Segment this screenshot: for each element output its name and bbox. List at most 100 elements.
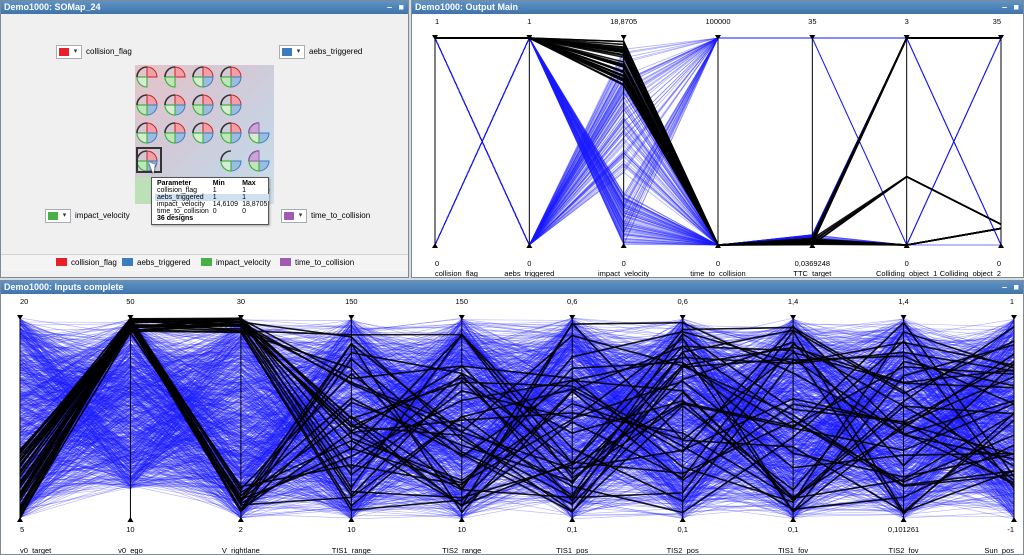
design-line bbox=[19, 334, 1015, 501]
axis-bottom-handle-icon[interactable] bbox=[679, 517, 686, 522]
design-line bbox=[19, 355, 1015, 481]
axis-top-handle-icon[interactable] bbox=[679, 315, 686, 320]
som-cell-icon[interactable] bbox=[247, 121, 271, 145]
design-line bbox=[19, 318, 1015, 497]
axis-max-label: 1,4 bbox=[787, 297, 799, 306]
axis-top-handle-icon[interactable] bbox=[715, 35, 721, 40]
axis-top-handle-icon[interactable] bbox=[1011, 315, 1017, 320]
design-line bbox=[19, 336, 1015, 478]
axis-top-handle-icon[interactable] bbox=[127, 315, 134, 320]
selector-top-left-label: collision_flag bbox=[86, 47, 132, 56]
inputs-titlebar[interactable]: Demo1000: Inputs complete – ■ bbox=[1, 281, 1023, 294]
inputs-window-controls[interactable]: – ■ bbox=[1002, 282, 1021, 292]
axis-top-handle-icon[interactable] bbox=[903, 35, 910, 40]
design-line bbox=[19, 332, 1015, 519]
axis-top-handle-icon[interactable] bbox=[790, 315, 797, 320]
axis-top-handle-icon[interactable] bbox=[432, 35, 438, 40]
axis-max-label: 150 bbox=[455, 297, 469, 306]
som-cell-icon[interactable] bbox=[163, 93, 187, 117]
som-cell-icon[interactable] bbox=[191, 121, 215, 145]
design-line bbox=[19, 321, 1015, 508]
som-cell-icon[interactable] bbox=[219, 149, 243, 173]
axis-top-handle-icon[interactable] bbox=[458, 315, 465, 320]
design-line bbox=[19, 321, 1015, 511]
axis-bottom-handle-icon[interactable] bbox=[432, 243, 438, 248]
design-line bbox=[19, 330, 1015, 497]
axis-bottom-handle-icon[interactable] bbox=[809, 243, 816, 248]
axis-top-handle-icon[interactable] bbox=[620, 35, 627, 40]
output-main-panel: Demo1000: Output Main – ■ 1 0 collision_fl… bbox=[411, 0, 1024, 278]
design-line bbox=[19, 332, 1015, 508]
design-line bbox=[19, 324, 1015, 445]
som-cell-icon[interactable] bbox=[219, 65, 243, 89]
design-line bbox=[19, 338, 1015, 502]
axis-bottom-handle-icon[interactable] bbox=[458, 517, 465, 522]
design-line bbox=[19, 319, 1015, 482]
som-cell-icon[interactable] bbox=[163, 65, 187, 89]
selector-top-left[interactable]: ▾ bbox=[56, 45, 82, 59]
axis-bottom-handle-icon[interactable] bbox=[127, 517, 134, 522]
som-cell-icon[interactable] bbox=[135, 65, 159, 89]
som-cell-icon[interactable] bbox=[135, 121, 159, 145]
axis-min-label: 0 bbox=[904, 259, 909, 268]
design-line bbox=[19, 325, 1015, 492]
axis-top-handle-icon[interactable] bbox=[809, 35, 816, 40]
design-line bbox=[19, 341, 1015, 495]
selector-bottom-left[interactable]: ▾ bbox=[45, 209, 71, 223]
axis-bottom-handle-icon[interactable] bbox=[903, 243, 910, 248]
selector-bottom-right[interactable]: ▾ bbox=[281, 209, 307, 223]
axis-top-handle-icon[interactable] bbox=[237, 315, 244, 320]
som-cell-icon[interactable] bbox=[163, 121, 187, 145]
som-cell-icon[interactable] bbox=[219, 93, 243, 117]
axis-bottom-handle-icon[interactable] bbox=[526, 243, 533, 248]
design-line bbox=[19, 342, 1015, 511]
axis-min-label: 5 bbox=[20, 525, 25, 534]
axis-bottom-handle-icon[interactable] bbox=[237, 517, 244, 522]
axis-top-handle-icon[interactable] bbox=[526, 35, 533, 40]
som-cell-icon[interactable] bbox=[191, 65, 215, 89]
output-main-window-controls[interactable]: – ■ bbox=[1002, 2, 1021, 12]
axis-bottom-handle-icon[interactable] bbox=[790, 517, 797, 522]
axis-top-handle-icon[interactable] bbox=[348, 315, 355, 320]
design-line bbox=[19, 336, 1015, 515]
axis-bottom-handle-icon[interactable] bbox=[900, 517, 907, 522]
output-parallel-plot[interactable] bbox=[412, 1, 1024, 278]
design-line bbox=[19, 341, 1015, 481]
axis-bottom-handle-icon[interactable] bbox=[1011, 517, 1017, 522]
som-cell-icon[interactable] bbox=[219, 121, 243, 145]
design-line bbox=[19, 320, 1015, 494]
somap-titlebar[interactable]: Demo1000: SOMap_24 – ■ bbox=[1, 1, 408, 14]
inputs-parallel-plot[interactable] bbox=[1, 281, 1024, 555]
axis-max-label: 20 bbox=[20, 297, 29, 306]
som-cell-icon[interactable] bbox=[135, 93, 159, 117]
axis-bottom-handle-icon[interactable] bbox=[17, 517, 23, 522]
selector-top-right[interactable]: ▾ bbox=[279, 45, 305, 59]
axis-top-handle-icon[interactable] bbox=[900, 315, 907, 320]
axis-bottom-handle-icon[interactable] bbox=[715, 243, 721, 248]
design-line bbox=[19, 398, 1015, 519]
design-line bbox=[19, 320, 1015, 513]
axis-bottom-handle-icon[interactable] bbox=[569, 517, 576, 522]
axis-bottom-handle-icon[interactable] bbox=[998, 243, 1004, 248]
design-line bbox=[19, 345, 1015, 505]
som-cell-selected[interactable] bbox=[136, 147, 162, 173]
axis-top-handle-icon[interactable] bbox=[569, 315, 576, 320]
output-main-titlebar[interactable]: Demo1000: Output Main – ■ bbox=[412, 1, 1023, 14]
design-line bbox=[19, 318, 1015, 478]
design-line bbox=[19, 322, 1015, 514]
som-cell-icon[interactable] bbox=[247, 149, 271, 173]
design-line bbox=[19, 321, 1015, 444]
somap-window-controls[interactable]: – ■ bbox=[387, 2, 406, 12]
axis-min-label: 0 bbox=[527, 259, 532, 268]
som-cell-icon[interactable] bbox=[191, 93, 215, 117]
design-line bbox=[19, 331, 1015, 497]
axis-bottom-handle-icon[interactable] bbox=[348, 517, 355, 522]
axis-bottom-handle-icon[interactable] bbox=[620, 243, 627, 248]
axis-top-handle-icon[interactable] bbox=[17, 315, 23, 320]
tooltip-row: aebs_triggered 1 1 bbox=[155, 194, 270, 201]
design-line bbox=[19, 324, 1015, 511]
axis-min-label: 2 bbox=[238, 525, 243, 534]
design-line bbox=[19, 323, 1015, 505]
axis-top-handle-icon[interactable] bbox=[998, 35, 1004, 40]
design-line bbox=[19, 357, 1015, 504]
